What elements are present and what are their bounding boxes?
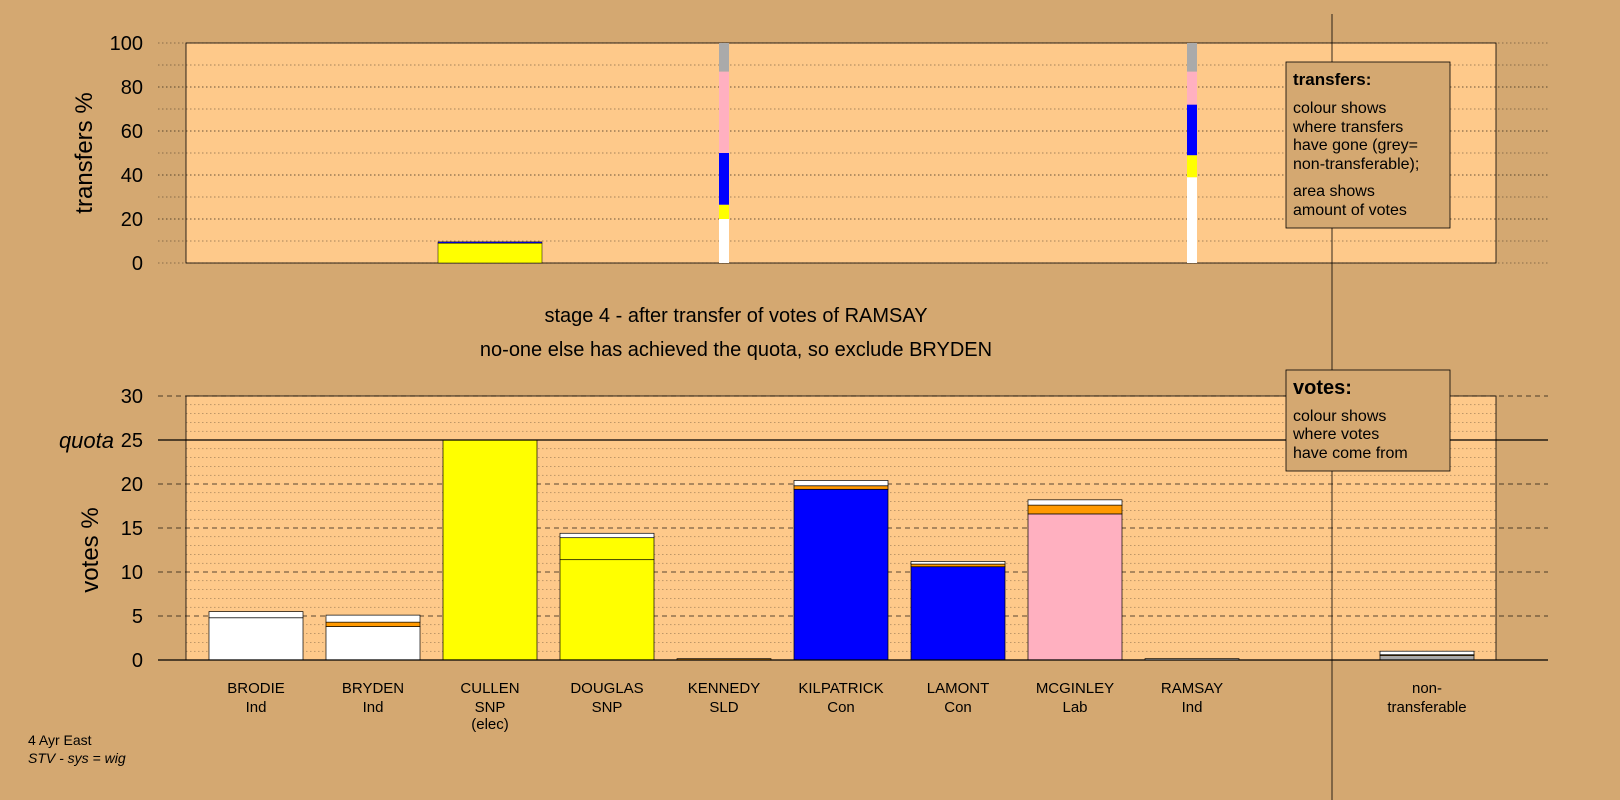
vote-bar-segment — [793, 488, 889, 661]
votes-tick-label: 30 — [121, 386, 143, 408]
candidate-name-label: DOUGLAS — [570, 680, 643, 697]
votes-tick-label: 25 — [121, 430, 143, 452]
candidate-party-label: Lab — [1062, 699, 1087, 716]
vote-bar-segment — [1027, 513, 1123, 661]
candidate-party-label: Con — [944, 699, 972, 716]
transfers-tick-label: 40 — [121, 165, 143, 187]
votes-tick-label: 10 — [121, 562, 143, 584]
transfers-tick-label: 100 — [110, 33, 143, 55]
transfer-bar-segment — [719, 153, 729, 205]
ward-name: 4 Ayr East — [28, 732, 92, 748]
candidate-party-label: SNP — [592, 699, 623, 716]
candidate-name-label: LAMONT — [927, 680, 990, 697]
transfer-bar-segment — [1187, 43, 1197, 72]
vote-bar-segment — [793, 485, 889, 490]
vote-bar-segment — [442, 439, 538, 661]
transfers-tick-label: 60 — [121, 121, 143, 143]
votes-tick-label: 15 — [121, 518, 143, 540]
vote-bar-segment — [325, 626, 421, 661]
transfer-bar-segment — [437, 241, 543, 244]
candidate-name-label: MCGINLEY — [1036, 680, 1114, 697]
transfer-bar-segment — [1187, 104, 1197, 156]
transfers-tick-label: 20 — [121, 209, 143, 231]
non-transferable-bar-segment — [1379, 650, 1475, 656]
transfers-legend-line: amount of votes — [1293, 202, 1407, 219]
votes-x-labels: BRODIEIndBRYDENIndCULLENSNP(elec)DOUGLAS… — [227, 680, 1466, 733]
transfers-legend-line: area shows — [1293, 183, 1375, 200]
vote-bar-segment — [793, 480, 889, 487]
transfer-bar-segment — [1187, 177, 1197, 263]
transfers-legend-line: non-transferable); — [1293, 156, 1419, 173]
non-transferable-bar-segment — [1379, 655, 1475, 661]
transfers-legend-line: colour shows — [1293, 100, 1386, 117]
voting-system: STV - sys = wig — [28, 750, 126, 766]
candidate-party-label: SLD — [709, 699, 738, 716]
transfers-legend: transfers: colour shows where transfers … — [1285, 61, 1451, 229]
candidate-name-label: KENNEDY — [688, 680, 761, 697]
vote-bar-segment — [559, 559, 655, 661]
votes-tick-label: 0 — [132, 650, 143, 672]
transfer-bar-segment — [719, 204, 729, 219]
candidate-party-label: Con — [827, 699, 855, 716]
vote-bar-segment — [910, 563, 1006, 568]
votes-legend-title: votes: — [1293, 377, 1352, 399]
votes-y-axis-label: votes % — [77, 507, 104, 592]
stage-title: stage 4 - after transfer of votes of RAM… — [544, 305, 927, 327]
stage-subtitle: no-one else has achieved the quota, so e… — [480, 339, 992, 361]
candidate-party-label: Ind — [246, 699, 267, 716]
candidate-note-label: (elec) — [471, 716, 509, 733]
votes-bars — [208, 439, 1475, 661]
transfers-yticks: 0 20 40 60 80 100 — [110, 33, 1548, 275]
transfers-legend-title: transfers: — [1293, 70, 1371, 89]
transfer-bar-segment — [719, 43, 729, 72]
candidate-name-label: RAMSAY — [1161, 680, 1223, 697]
transfer-bar-segment — [437, 242, 543, 264]
candidate-name-label: KILPATRICK — [798, 680, 883, 697]
votes-legend-line: colour shows — [1293, 408, 1386, 425]
candidate-name-label: CULLEN — [460, 680, 519, 697]
vote-bar-segment — [325, 614, 421, 623]
vote-bar-segment — [208, 611, 304, 619]
votes-legend-line: where votes — [1292, 426, 1379, 443]
transfer-bar-segment — [719, 71, 729, 153]
non-transferable-label: non- — [1412, 680, 1442, 697]
transfers-legend-line: where transfers — [1292, 119, 1403, 136]
transfers-y-axis-label: transfers % — [71, 92, 98, 213]
vote-bar-segment — [1027, 499, 1123, 506]
transfer-bar-segment — [1187, 71, 1197, 105]
votes-tick-label: 20 — [121, 474, 143, 496]
vote-bar-segment — [559, 537, 655, 561]
candidate-party-label: Ind — [1182, 699, 1203, 716]
candidate-name-label: BRYDEN — [342, 680, 404, 697]
transfer-bar-segment — [1187, 155, 1197, 178]
transfers-legend-line: have gone (grey= — [1293, 137, 1418, 154]
vote-bar-segment — [559, 532, 655, 539]
quota-label: quota — [59, 428, 114, 453]
vote-bar-segment — [910, 561, 1006, 565]
candidate-party-label: SNP — [475, 699, 506, 716]
votes-legend: votes: colour shows where votes have com… — [1285, 369, 1451, 472]
vote-bar-segment — [1027, 504, 1123, 515]
vote-bar-segment — [208, 617, 304, 661]
votes-yticks: 0 5 10 15 20 25 30 — [121, 386, 143, 672]
transfers-tick-label: 80 — [121, 77, 143, 99]
candidate-party-label: Ind — [363, 699, 384, 716]
vote-bar-segment — [910, 566, 1006, 661]
transfer-bar-segment — [719, 219, 729, 263]
transfers-plot-area — [185, 42, 1497, 264]
transfers-tick-label: 0 — [132, 253, 143, 275]
transfers-bars — [437, 43, 1197, 264]
votes-tick-label: 5 — [132, 606, 143, 628]
vote-bar-segment — [325, 621, 421, 627]
non-transferable-label: transferable — [1387, 699, 1466, 716]
candidate-name-label: BRODIE — [227, 680, 285, 697]
votes-legend-line: have come from — [1293, 445, 1408, 462]
